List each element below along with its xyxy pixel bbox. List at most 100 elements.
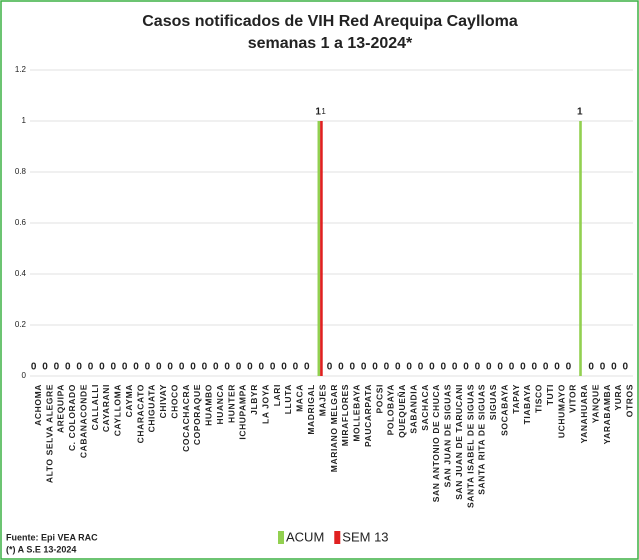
x-tick-label: OTROS <box>625 384 635 417</box>
x-tick-label: CABANACONDE <box>78 384 88 458</box>
value-label: 0 <box>258 362 264 373</box>
x-tick-label: POCSI <box>374 384 384 413</box>
y-tick-label: 0.8 <box>15 167 27 176</box>
x-tick-label: TAPAY <box>511 384 521 414</box>
bar <box>320 121 323 376</box>
x-tick-label: MADRIGAL <box>306 384 316 435</box>
legend-label: SEM 13 <box>342 529 388 544</box>
x-tick-label: SANTA ISABEL DE SIGUAS <box>465 384 475 508</box>
value-label: 0 <box>406 362 412 373</box>
y-tick-label: 0.6 <box>15 218 27 227</box>
value-label: 0 <box>543 362 549 373</box>
x-tick-label: COPORAQUE <box>192 384 202 445</box>
x-tick-label: PAUCARPATA <box>363 384 373 447</box>
x-tick-label: SACHACA <box>420 384 430 431</box>
value-label: 0 <box>497 362 503 373</box>
x-tick-label: CHARACATO <box>135 384 145 443</box>
value-label: 0 <box>270 362 276 373</box>
x-tick-label: MAJES <box>317 384 327 416</box>
source: Fuente: Epi VEA RAC <box>6 532 98 542</box>
x-tick-label: C. COLORADO <box>67 384 77 451</box>
value-label: 0 <box>304 362 310 373</box>
value-label: 0 <box>509 362 515 373</box>
x-tick-label: SAN JUAN DE TARUCANI <box>454 384 464 500</box>
x-tick-label: CALLALLI <box>90 384 100 430</box>
x-tick-label: HUANCA <box>215 384 225 424</box>
value-label: 0 <box>202 362 208 373</box>
x-tick-label: YANQUE <box>590 384 600 423</box>
value-label: 0 <box>247 362 253 373</box>
value-label: 0 <box>99 362 105 373</box>
x-tick-label: CAYARANI <box>101 384 111 432</box>
x-tick-label: POLOBAYA <box>386 384 396 435</box>
x-tick-label: YURA <box>613 384 623 411</box>
chart-title: Casos notificados de VIH Red Arequipa Ca… <box>142 13 518 30</box>
value-label: 0 <box>452 362 458 373</box>
value-label: 0 <box>532 362 538 373</box>
value-label: 0 <box>145 362 151 373</box>
value-label: 1 <box>315 107 321 118</box>
value-label: 0 <box>179 362 185 373</box>
y-tick-label: 0 <box>22 371 27 380</box>
x-tick-label: LLUTA <box>283 384 293 414</box>
value-label: 0 <box>236 362 242 373</box>
value-label: 0 <box>361 362 367 373</box>
x-tick-label: SANTA RITA DE SIGUAS <box>477 384 487 495</box>
value-label: 0 <box>42 362 48 373</box>
value-label: 0 <box>384 362 390 373</box>
x-tick-label: YANAHUARA <box>579 384 589 443</box>
chart-subtitle: semanas 1 a 13-2024* <box>248 35 413 52</box>
value-label: 0 <box>486 362 492 373</box>
x-tick-label: SABANDIA <box>408 384 418 434</box>
value-label: 0 <box>88 362 94 373</box>
value-label: 0 <box>429 362 435 373</box>
x-tick-label: ALTO SELVA ALEGRE <box>44 384 54 483</box>
x-tick-label: CHIGUATA <box>147 384 157 432</box>
value-label: 0 <box>463 362 469 373</box>
value-label: 0 <box>338 362 344 373</box>
legend-label: ACUM <box>286 529 324 544</box>
x-tick-label: SIGUAS <box>488 384 498 420</box>
value-label: 1 <box>577 107 583 118</box>
y-tick-label: 1 <box>22 116 27 125</box>
x-tick-label: LARI <box>272 384 282 406</box>
value-label: 0 <box>133 362 139 373</box>
value-label: 0 <box>65 362 71 373</box>
x-tick-label: SOCABAYA <box>499 384 509 436</box>
value-label: 0 <box>588 362 594 373</box>
value-label: 1 <box>321 107 326 116</box>
value-label: 0 <box>327 362 333 373</box>
x-tick-label: MARIANO MELGAR <box>329 384 339 472</box>
x-tick-label: AREQUIPA <box>56 384 66 433</box>
value-label: 0 <box>167 362 173 373</box>
value-label: 0 <box>623 362 629 373</box>
bar <box>579 121 582 376</box>
value-label: 0 <box>475 362 481 373</box>
bar <box>317 121 321 376</box>
value-label: 0 <box>224 362 230 373</box>
x-tick-label: VITOR <box>568 384 578 413</box>
x-tick-label: CHIVAY <box>158 384 168 418</box>
x-tick-label: CHOCO <box>169 384 179 419</box>
x-tick-label: QUEQUEÑA <box>397 384 407 438</box>
value-label: 0 <box>566 362 572 373</box>
value-label: 0 <box>554 362 560 373</box>
value-label: 0 <box>611 362 617 373</box>
x-tick-label: COCACHACRA <box>181 384 191 452</box>
x-tick-label: ACHOMA <box>33 384 43 426</box>
value-label: 0 <box>190 362 196 373</box>
x-tick-label: MACA <box>295 384 305 412</box>
value-label: 0 <box>600 362 606 373</box>
value-label: 0 <box>281 362 287 373</box>
x-tick-label: CAYLLOMA <box>113 384 123 436</box>
value-label: 0 <box>349 362 355 373</box>
legend-swatch <box>278 531 284 544</box>
value-label: 0 <box>213 362 219 373</box>
x-tick-label: ICHUPAMPA <box>238 384 248 440</box>
x-tick-label: HUNTER <box>226 384 236 423</box>
value-label: 0 <box>440 362 446 373</box>
y-tick-label: 1.2 <box>15 65 27 74</box>
x-tick-label: TISCO <box>534 384 544 413</box>
value-label: 0 <box>520 362 526 373</box>
